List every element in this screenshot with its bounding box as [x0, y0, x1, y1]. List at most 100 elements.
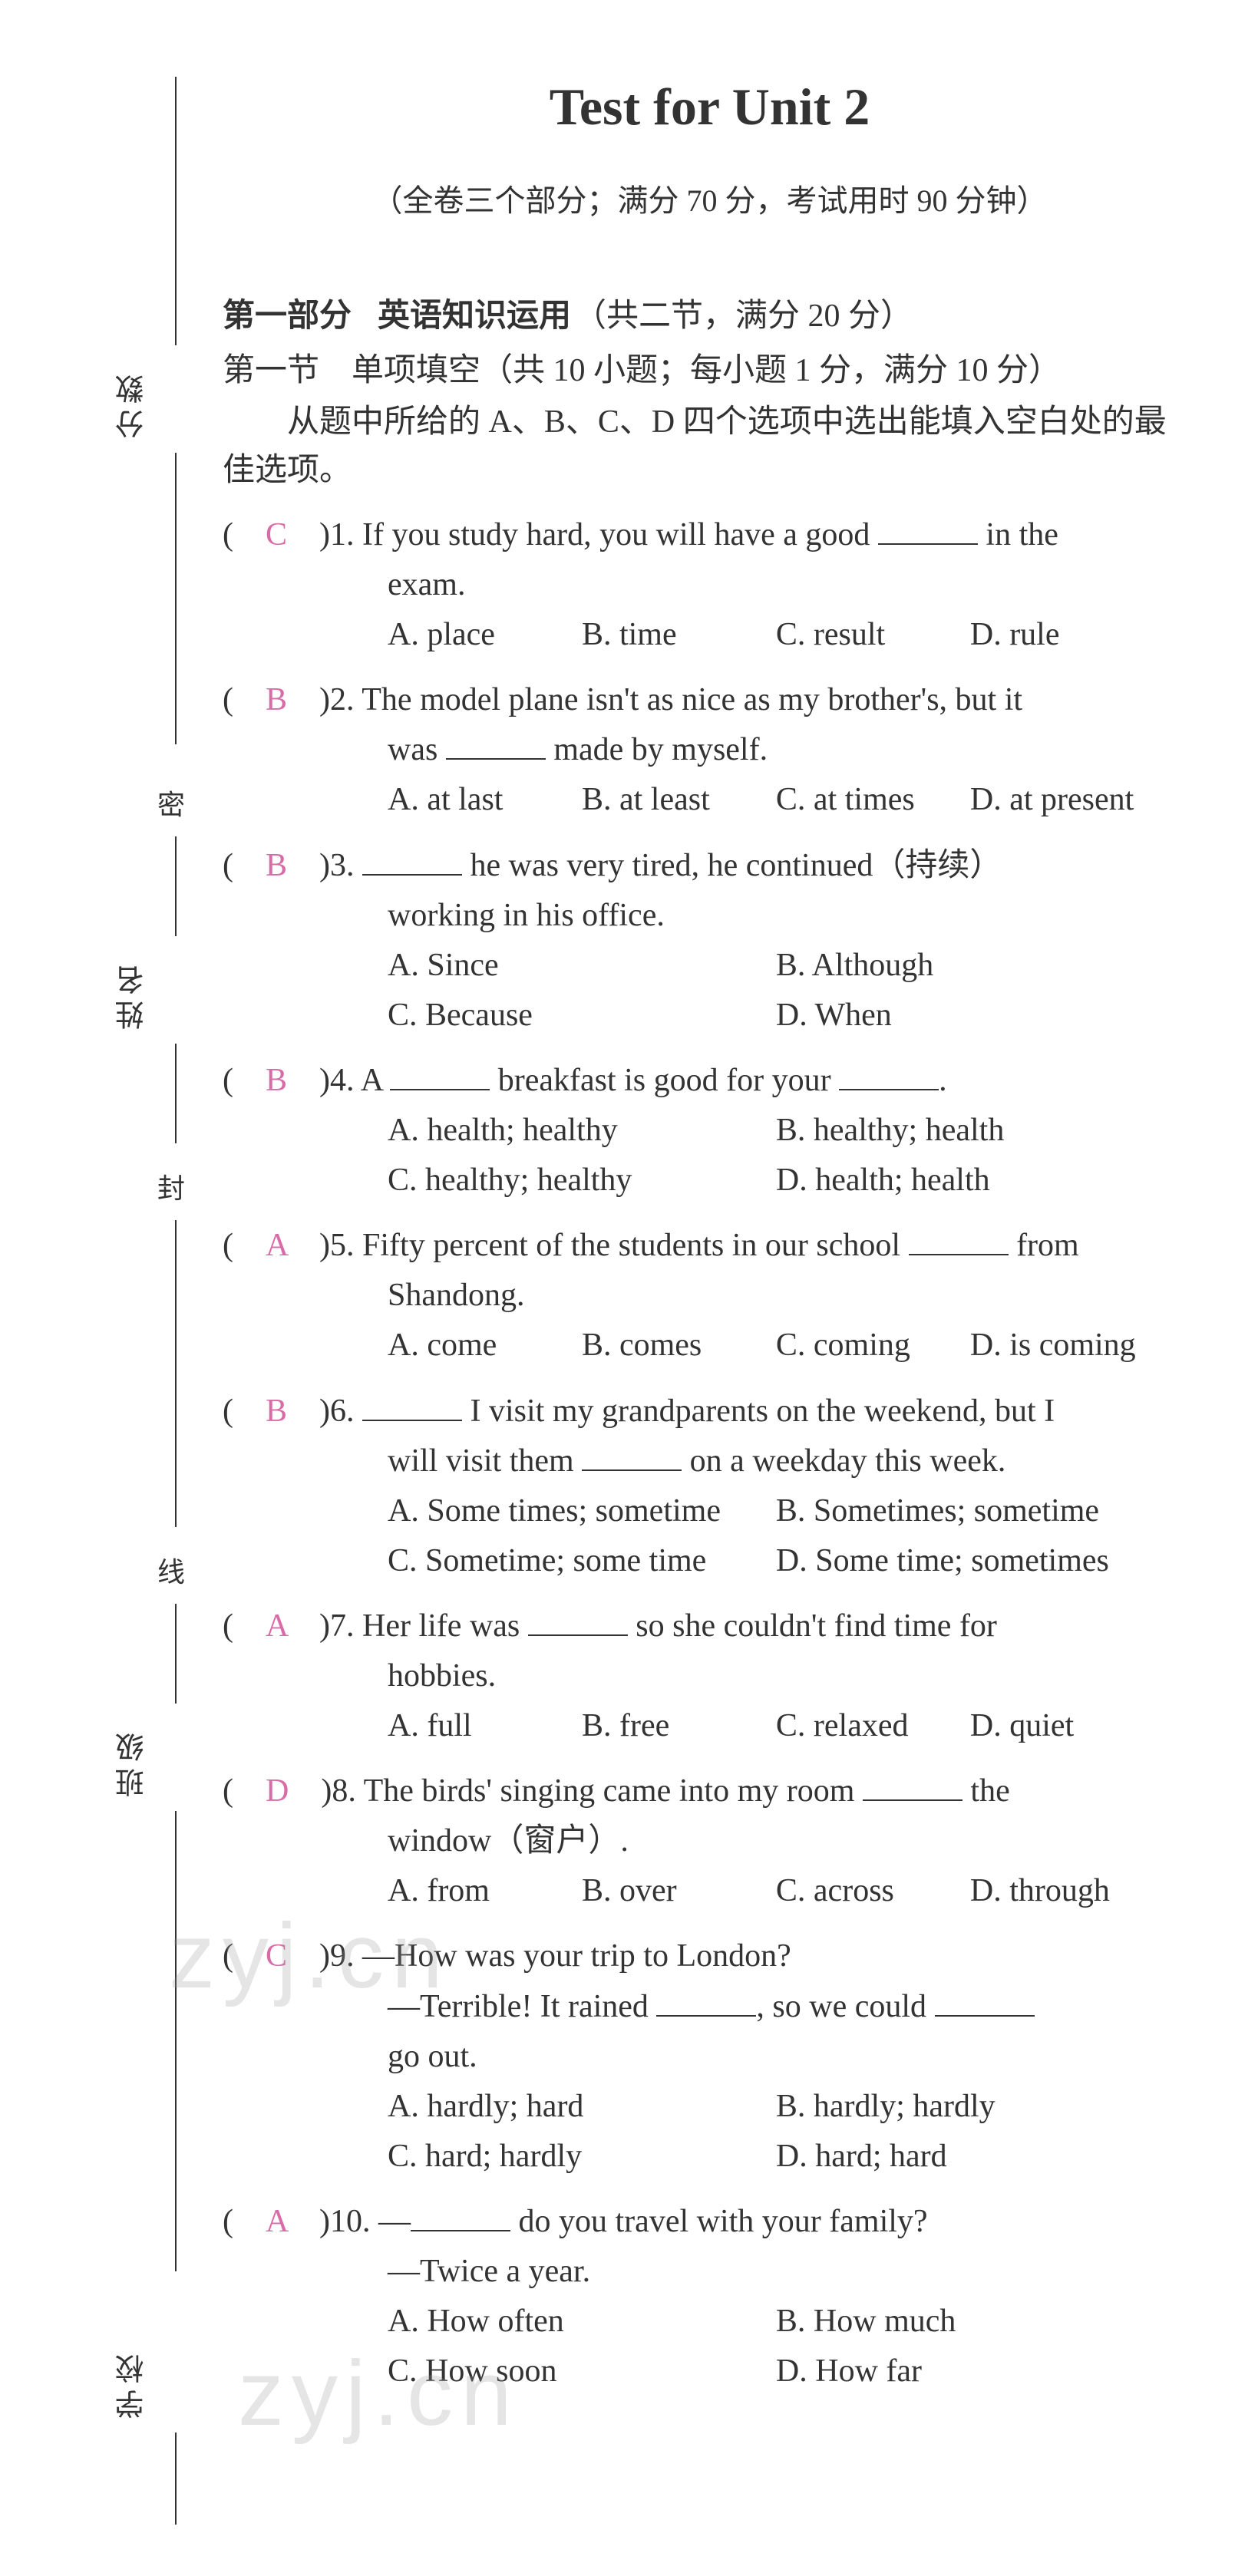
left-margin: 分数 密 姓名 封 线 班级 学校	[46, 77, 200, 2499]
option: A. health; healthy	[388, 1106, 776, 1156]
question-stem: ( A )5. Fifty percent of the students in…	[223, 1221, 1197, 1271]
seal-char-1: 密	[157, 783, 185, 823]
option: B. healthy; health	[776, 1106, 1164, 1156]
score-label: 分数	[111, 368, 154, 439]
question-2: ( B )2. The model plane isn't as nice as…	[223, 675, 1197, 825]
question-options: A. comeB. comesC. comingD. is coming	[223, 1321, 1197, 1370]
option: B. hardly; hardly	[776, 2082, 1164, 2132]
question-stem: ( A )10. — do you travel with your famil…	[223, 2197, 1197, 2247]
answer-key: B	[266, 848, 287, 883]
margin-line	[175, 453, 177, 744]
question-stem: ( B )4. A breakfast is good for your .	[223, 1056, 1197, 1106]
questions-container: ( C )1. If you study hard, you will have…	[223, 510, 1197, 2396]
answer-key: A	[266, 2204, 287, 2239]
option: C. result	[776, 610, 970, 660]
seal-char-3: 线	[157, 1550, 185, 1590]
option: D. through	[970, 1866, 1164, 1916]
option: D. quiet	[970, 1701, 1164, 1751]
option: B. free	[582, 1701, 776, 1751]
option: B. comes	[582, 1321, 776, 1370]
question-options: A. placeB. timeC. resultD. rule	[223, 610, 1197, 660]
option: A. at last	[388, 775, 582, 825]
question-options: A. SinceB. AlthoughC. BecauseD. When	[223, 941, 1197, 1041]
section-heading-title: 英语知识运用	[378, 297, 571, 333]
question-continuation: —Terrible! It rained , so we could	[223, 1982, 1197, 2032]
class-label: 班级	[111, 1727, 154, 1797]
option: C. coming	[776, 1321, 970, 1370]
option: C. How soon	[388, 2347, 776, 2396]
question-options: A. How oftenB. How muchC. How soonD. How…	[223, 2297, 1197, 2396]
option: B. over	[582, 1866, 776, 1916]
question-stem: ( C )9. —How was your trip to London?	[223, 1931, 1197, 1981]
question-8: ( D )8. The birds' singing came into my …	[223, 1766, 1197, 1916]
margin-line	[175, 1220, 177, 1527]
question-options: A. Some times; sometimeB. Sometimes; som…	[223, 1486, 1197, 1586]
question-6: ( B )6. I visit my grandparents on the w…	[223, 1387, 1197, 1586]
option: C. Sometime; some time	[388, 1536, 776, 1586]
option: A. come	[388, 1321, 582, 1370]
question-1: ( C )1. If you study hard, you will have…	[223, 510, 1197, 660]
option: D. rule	[970, 610, 1164, 660]
option: C. at times	[776, 775, 970, 825]
page-container: 分数 密 姓名 封 线 班级 学校 Test for Unit 2 （全卷三个部…	[0, 0, 1258, 2576]
answer-key: D	[266, 1773, 289, 1809]
question-7: ( A )7. Her life was so she couldn't fin…	[223, 1601, 1197, 1751]
answer-key: B	[266, 1394, 287, 1429]
name-label: 姓名	[111, 959, 154, 1030]
option: B. at least	[582, 775, 776, 825]
option: B. Sometimes; sometime	[776, 1486, 1164, 1536]
option: C. hard; hardly	[388, 2132, 776, 2182]
question-stem: ( C )1. If you study hard, you will have…	[223, 510, 1197, 560]
question-options: A. fromB. overC. acrossD. through	[223, 1866, 1197, 1916]
option: B. time	[582, 610, 776, 660]
subsection-heading: 第一节 单项填空（共 10 小题；每小题 1 分，满分 10 分）	[223, 344, 1197, 391]
margin-line	[175, 77, 177, 345]
question-stem: ( D )8. The birds' singing came into my …	[223, 1766, 1197, 1816]
question-stem: ( B )2. The model plane isn't as nice as…	[223, 675, 1197, 725]
question-options: A. health; healthyB. healthy; healthC. h…	[223, 1106, 1197, 1206]
question-stem: ( A )7. Her life was so she couldn't fin…	[223, 1601, 1197, 1651]
option: B. How much	[776, 2297, 1164, 2347]
question-continuation: Shandong.	[223, 1271, 1197, 1321]
option: D. Some time; sometimes	[776, 1536, 1164, 1586]
question-options: A. fullB. freeC. relaxedD. quiet	[223, 1701, 1197, 1751]
section-1: 第一部分 英语知识运用 （共二节，满分 20 分） 第一节 单项填空（共 10 …	[223, 289, 1197, 495]
margin-line	[175, 1044, 177, 1143]
test-subtitle: （全卷三个部分；满分 70 分，考试用时 90 分钟）	[223, 176, 1197, 220]
margin-line	[175, 836, 177, 936]
margin-line	[175, 1811, 177, 2271]
option: C. relaxed	[776, 1701, 970, 1751]
option: A. from	[388, 1866, 582, 1916]
option: C. across	[776, 1866, 970, 1916]
question-continuation: hobbies.	[223, 1651, 1197, 1701]
option: C. healthy; healthy	[388, 1156, 776, 1206]
option: D. How far	[776, 2347, 1164, 2396]
question-continuation: was made by myself.	[223, 725, 1197, 775]
question-10: ( A )10. — do you travel with your famil…	[223, 2197, 1197, 2396]
answer-key: C	[266, 517, 287, 552]
option: A. Since	[388, 941, 776, 991]
option: D. hard; hard	[776, 2132, 1164, 2182]
question-9: ( C )9. —How was your trip to London?—Te…	[223, 1931, 1197, 2181]
question-options: A. at lastB. at leastC. at timesD. at pr…	[223, 775, 1197, 825]
question-stem: ( B )6. I visit my grandparents on the w…	[223, 1387, 1197, 1436]
answer-key: B	[266, 1063, 287, 1098]
test-title: Test for Unit 2	[223, 77, 1197, 137]
option: A. hardly; hard	[388, 2082, 776, 2132]
question-continuation: —Twice a year.	[223, 2247, 1197, 2297]
option: D. health; health	[776, 1156, 1164, 1206]
answer-key: B	[266, 682, 287, 717]
option: C. Because	[388, 991, 776, 1041]
question-5: ( A )5. Fifty percent of the students in…	[223, 1221, 1197, 1370]
question-continuation: go out.	[223, 2032, 1197, 2082]
section-heading: 第一部分	[223, 297, 352, 333]
option: A. Some times; sometime	[388, 1486, 776, 1536]
question-continuation: will visit them on a weekday this week.	[223, 1436, 1197, 1486]
main-content: Test for Unit 2 （全卷三个部分；满分 70 分，考试用时 90 …	[200, 77, 1197, 2499]
option: D. at present	[970, 775, 1164, 825]
school-label: 学校	[111, 2348, 154, 2419]
option: A. full	[388, 1701, 582, 1751]
question-stem: ( B )3. he was very tired, he continued（…	[223, 841, 1197, 891]
margin-line	[175, 2433, 177, 2525]
question-3: ( B )3. he was very tired, he continued（…	[223, 841, 1197, 1041]
